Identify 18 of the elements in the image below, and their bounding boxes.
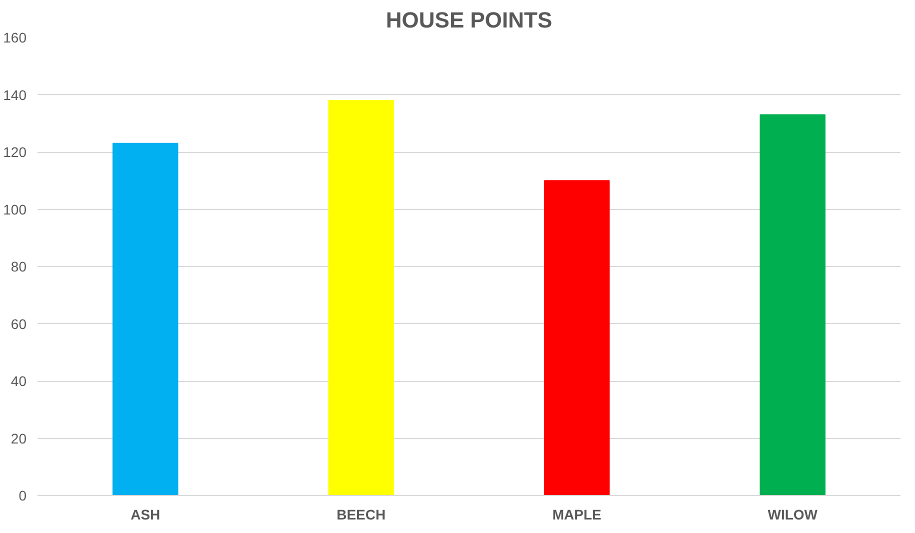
- chart-title: HOUSE POINTS: [386, 8, 552, 32]
- y-tick-label: 140: [3, 86, 27, 103]
- y-tick-label: 60: [10, 316, 27, 332]
- y-tick-label: 20: [10, 430, 27, 446]
- x-tick-label: BEECH: [336, 506, 386, 522]
- bar: [328, 100, 394, 496]
- bar: [544, 180, 610, 496]
- x-tick-label: ASH: [130, 506, 160, 522]
- y-tick-label: 80: [10, 258, 27, 274]
- y-tick-label: 40: [10, 373, 27, 389]
- y-tick-label: 120: [3, 144, 27, 160]
- x-tick-label: WILOW: [768, 506, 818, 522]
- bar: [112, 142, 178, 496]
- y-tick-label: 0: [18, 488, 27, 504]
- bar: [760, 114, 826, 496]
- x-tick-label: MAPLE: [552, 506, 602, 522]
- y-tick-label: 160: [3, 30, 27, 46]
- y-tick-label: 100: [3, 201, 27, 218]
